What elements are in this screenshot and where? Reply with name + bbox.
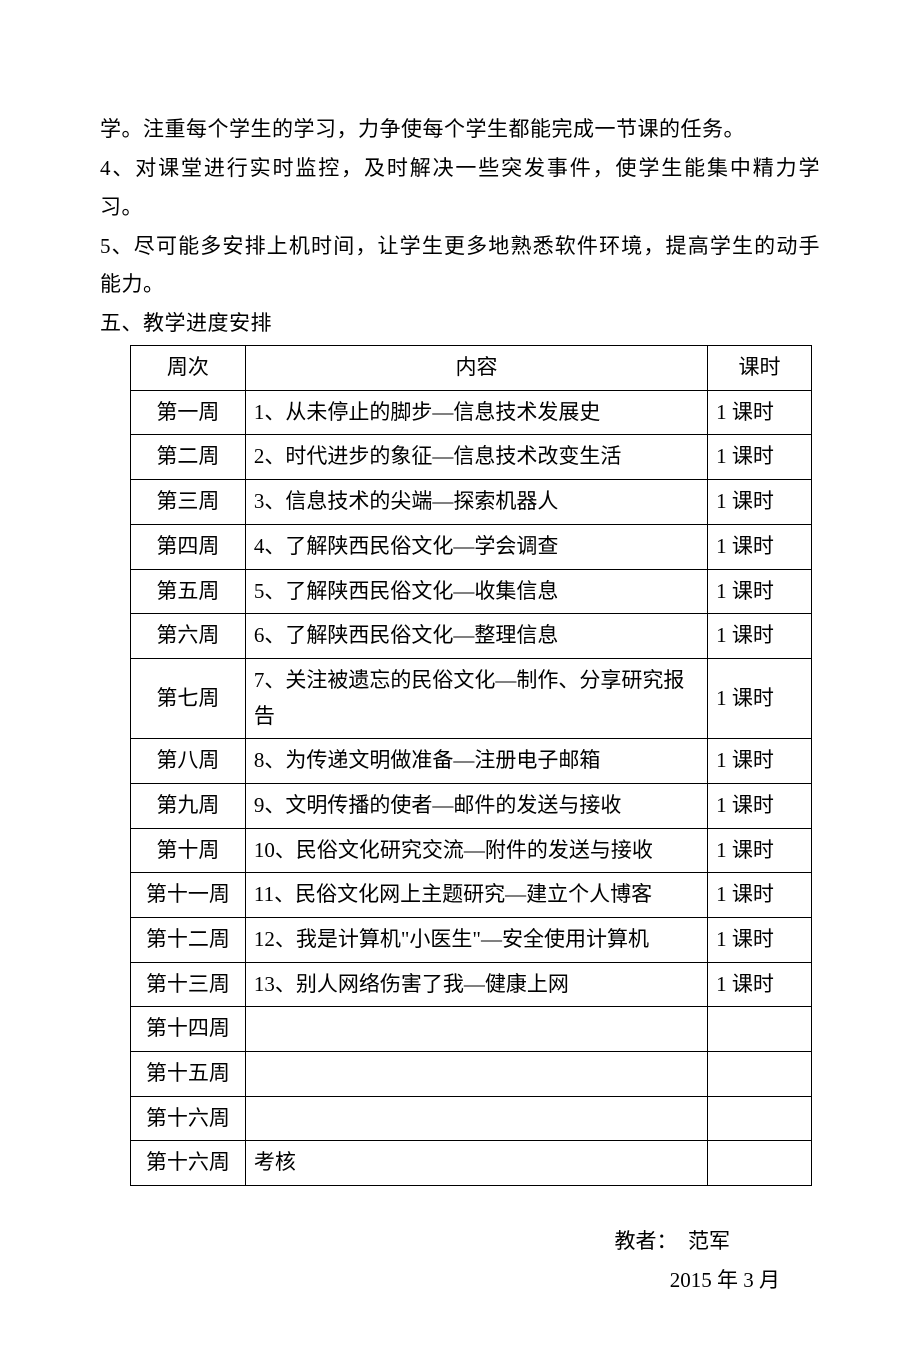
cell-week: 第十五周 [131, 1052, 246, 1097]
cell-content [245, 1052, 707, 1097]
cell-week: 第六周 [131, 614, 246, 659]
cell-hours: 1 课时 [708, 962, 812, 1007]
cell-week: 第七周 [131, 658, 246, 738]
table-row: 第十二周 12、我是计算机"小医生"—安全使用计算机 1 课时 [131, 918, 812, 963]
cell-hours: 1 课时 [708, 614, 812, 659]
table-row: 第二周 2、时代进步的象征—信息技术改变生活 1 课时 [131, 435, 812, 480]
cell-week: 第一周 [131, 390, 246, 435]
cell-content: 13、别人网络伤害了我—健康上网 [245, 962, 707, 1007]
cell-week: 第五周 [131, 569, 246, 614]
table-row: 第十周 10、民俗文化研究交流—附件的发送与接收 1 课时 [131, 828, 812, 873]
cell-content: 6、了解陕西民俗文化—整理信息 [245, 614, 707, 659]
cell-content: 12、我是计算机"小医生"—安全使用计算机 [245, 918, 707, 963]
cell-hours: 1 课时 [708, 918, 812, 963]
cell-week: 第十六周 [131, 1096, 246, 1141]
header-content: 内容 [245, 346, 707, 391]
cell-hours [708, 1141, 812, 1186]
table-row: 第十四周 [131, 1007, 812, 1052]
cell-week: 第三周 [131, 480, 246, 525]
cell-hours [708, 1052, 812, 1097]
table-row: 第八周 8、为传递文明做准备—注册电子邮箱 1 课时 [131, 739, 812, 784]
signature-line: 教者： 范军 [100, 1222, 820, 1261]
cell-content: 3、信息技术的尖端—探索机器人 [245, 480, 707, 525]
cell-week: 第十二周 [131, 918, 246, 963]
table-row: 第九周 9、文明传播的使者—邮件的发送与接收 1 课时 [131, 783, 812, 828]
cell-hours: 1 课时 [708, 873, 812, 918]
table-row: 第六周 6、了解陕西民俗文化—整理信息 1 课时 [131, 614, 812, 659]
table-row: 第十一周 11、民俗文化网上主题研究—建立个人博客 1 课时 [131, 873, 812, 918]
cell-content: 5、了解陕西民俗文化—收集信息 [245, 569, 707, 614]
cell-hours: 1 课时 [708, 739, 812, 784]
cell-content: 9、文明传播的使者—邮件的发送与接收 [245, 783, 707, 828]
cell-content [245, 1007, 707, 1052]
table-row: 第七周 7、关注被遗忘的民俗文化—制作、分享研究报告 1 课时 [131, 658, 812, 738]
cell-content [245, 1096, 707, 1141]
cell-week: 第八周 [131, 739, 246, 784]
signature-label: 教者： [615, 1229, 678, 1253]
table-row: 第一周 1、从未停止的脚步—信息技术发展史 1 课时 [131, 390, 812, 435]
header-week: 周次 [131, 346, 246, 391]
cell-content: 7、关注被遗忘的民俗文化—制作、分享研究报告 [245, 658, 707, 738]
cell-week: 第十四周 [131, 1007, 246, 1052]
cell-hours: 1 课时 [708, 480, 812, 525]
table-row: 第五周 5、了解陕西民俗文化—收集信息 1 课时 [131, 569, 812, 614]
section-title: 五、教学进度安排 [100, 304, 820, 343]
table-row: 第十三周 13、别人网络伤害了我—健康上网 1 课时 [131, 962, 812, 1007]
cell-content: 10、民俗文化研究交流—附件的发送与接收 [245, 828, 707, 873]
table-row: 第四周 4、了解陕西民俗文化—学会调查 1 课时 [131, 524, 812, 569]
cell-hours: 1 课时 [708, 658, 812, 738]
cell-week: 第九周 [131, 783, 246, 828]
cell-hours [708, 1096, 812, 1141]
cell-content: 8、为传递文明做准备—注册电子邮箱 [245, 739, 707, 784]
cell-week: 第四周 [131, 524, 246, 569]
signature-name: 范军 [688, 1229, 730, 1253]
header-hours: 课时 [708, 346, 812, 391]
paragraph-text: 5、尽可能多安排上机时间，让学生更多地熟悉软件环境，提高学生的动手能力。 [100, 227, 820, 305]
paragraph-text: 4、对课堂进行实时监控，及时解决一些突发事件，使学生能集中精力学习。 [100, 149, 820, 227]
table-row: 第十五周 [131, 1052, 812, 1097]
cell-hours: 1 课时 [708, 435, 812, 480]
cell-week: 第十六周 [131, 1141, 246, 1186]
cell-content: 考核 [245, 1141, 707, 1186]
cell-week: 第十一周 [131, 873, 246, 918]
cell-hours: 1 课时 [708, 783, 812, 828]
cell-week: 第二周 [131, 435, 246, 480]
date-line: 2015 年 3 月 [100, 1261, 820, 1300]
cell-content: 1、从未停止的脚步—信息技术发展史 [245, 390, 707, 435]
cell-hours: 1 课时 [708, 524, 812, 569]
schedule-table: 周次 内容 课时 第一周 1、从未停止的脚步—信息技术发展史 1 课时 第二周 … [130, 345, 812, 1186]
cell-hours: 1 课时 [708, 569, 812, 614]
cell-week: 第十周 [131, 828, 246, 873]
table-header-row: 周次 内容 课时 [131, 346, 812, 391]
cell-content: 4、了解陕西民俗文化—学会调查 [245, 524, 707, 569]
cell-content: 2、时代进步的象征—信息技术改变生活 [245, 435, 707, 480]
cell-hours: 1 课时 [708, 828, 812, 873]
cell-hours: 1 课时 [708, 390, 812, 435]
cell-hours [708, 1007, 812, 1052]
table-body: 第一周 1、从未停止的脚步—信息技术发展史 1 课时 第二周 2、时代进步的象征… [131, 390, 812, 1185]
cell-week: 第十三周 [131, 962, 246, 1007]
table-row: 第三周 3、信息技术的尖端—探索机器人 1 课时 [131, 480, 812, 525]
table-row: 第十六周 [131, 1096, 812, 1141]
paragraph-text: 学。注重每个学生的学习，力争使每个学生都能完成一节课的任务。 [100, 110, 820, 149]
cell-content: 11、民俗文化网上主题研究—建立个人博客 [245, 873, 707, 918]
table-row: 第十六周 考核 [131, 1141, 812, 1186]
